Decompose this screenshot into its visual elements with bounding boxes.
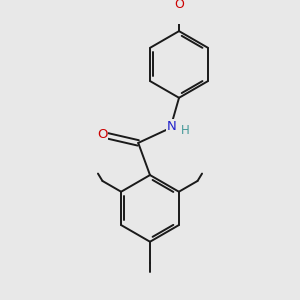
Text: H: H bbox=[181, 124, 190, 137]
Text: N: N bbox=[167, 120, 176, 133]
Text: O: O bbox=[97, 128, 108, 141]
Text: O: O bbox=[174, 0, 184, 11]
